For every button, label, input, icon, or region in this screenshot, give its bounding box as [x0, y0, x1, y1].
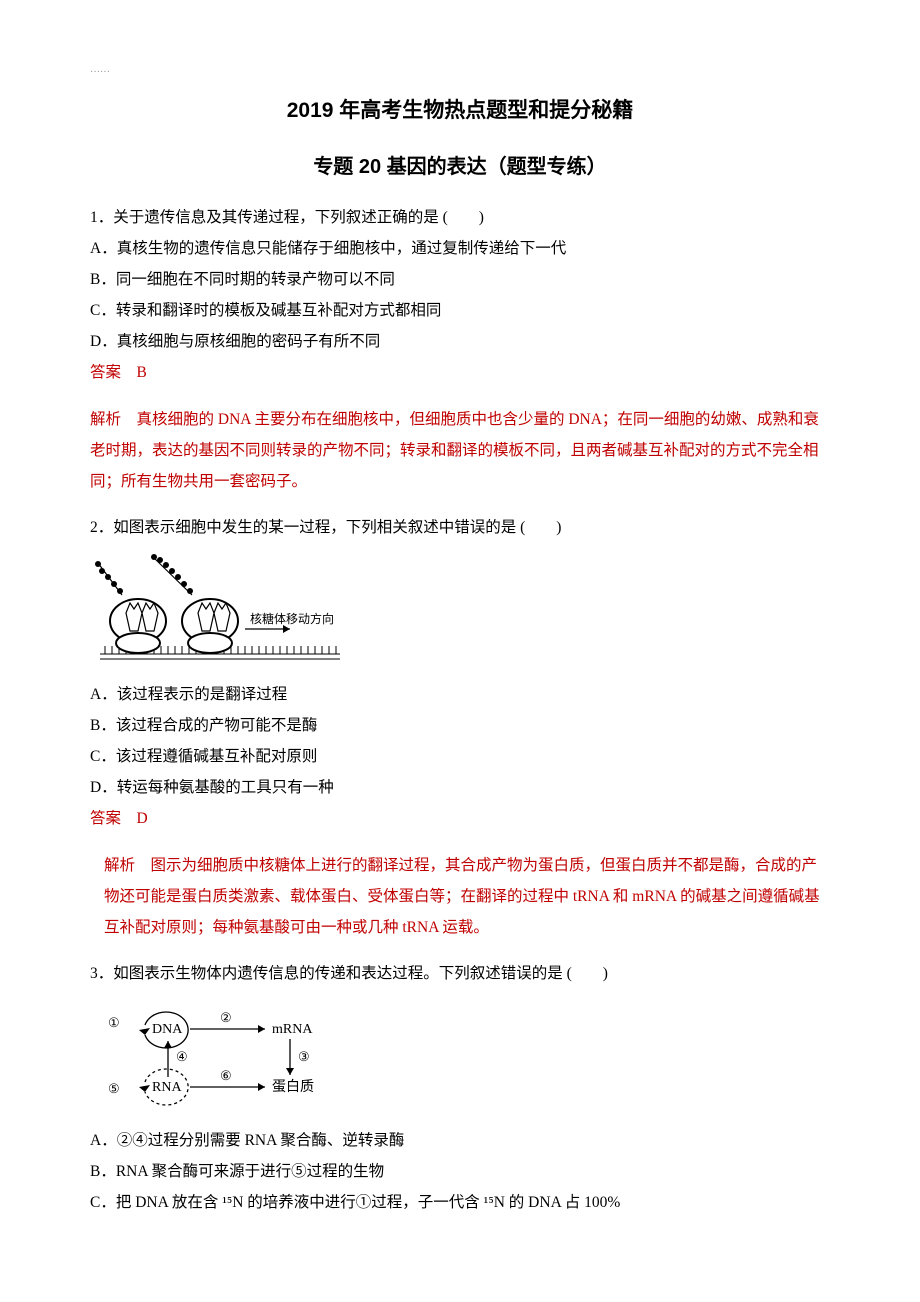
q3-label-1: ① [108, 1015, 120, 1030]
q3-stem: 3．如图表示生物体内遗传信息的传递和表达过程。下列叙述错误的是 ( ) [90, 958, 830, 989]
q1-option-d: D．真核细胞与原核细胞的密码子有所不同 [90, 326, 830, 357]
q1-explain: 解析 真核细胞的 DNA 主要分布在细胞核中，但细胞质中也含少量的 DNA；在同… [90, 404, 830, 497]
q3-label-rna: RNA [152, 1080, 182, 1095]
q3-label-2: ② [220, 1010, 232, 1025]
q3-option-b: B．RNA 聚合酶可来源于进行⑤过程的生物 [90, 1156, 830, 1187]
q3-option-c: C．把 DNA 放在含 ¹⁵N 的培养液中进行①过程，子一代含 ¹⁵N 的 DN… [90, 1187, 830, 1218]
q1-option-c: C．转录和翻译时的模板及碱基互补配对方式都相同 [90, 295, 830, 326]
q2-fig-label: 核糖体移动方向 [250, 611, 334, 626]
q1-stem: 1．关于遗传信息及其传递过程，下列叙述正确的是 ( ) [90, 202, 830, 233]
q2-figure: 核糖体移动方向 [90, 551, 830, 671]
q2-answer: 答案 D [90, 803, 830, 834]
page-header-mark: …… [90, 60, 830, 80]
q2-option-b: B．该过程合成的产物可能不是酶 [90, 710, 830, 741]
q2-option-d: D．转运每种氨基酸的工具只有一种 [90, 772, 830, 803]
q3-label-4: ④ [176, 1049, 188, 1064]
q2-option-a: A．该过程表示的是翻译过程 [90, 679, 830, 710]
title-sub: 专题 20 基因的表达（题型专练） [90, 147, 830, 187]
q3-label-mrna: mRNA [272, 1022, 313, 1037]
title-main: 2019 年高考生物热点题型和提分秘籍 [90, 90, 830, 132]
q3-label-5: ⑤ [108, 1081, 120, 1096]
q1-option-a: A．真核生物的遗传信息只能储存于细胞核中，通过复制传递给下一代 [90, 233, 830, 264]
q3-figure: ① DNA ② mRNA ④ ③ ⑤ RNA ⑥ 蛋白质 [90, 997, 830, 1117]
q2-stem: 2．如图表示细胞中发生的某一过程，下列相关叙述中错误的是 ( ) [90, 512, 830, 543]
q3-label-6: ⑥ [220, 1068, 232, 1083]
q3-label-dna: DNA [152, 1022, 183, 1037]
q3-option-a: A．②④过程分别需要 RNA 聚合酶、逆转录酶 [90, 1125, 830, 1156]
q1-answer: 答案 B [90, 357, 830, 388]
q3-label-protein: 蛋白质 [272, 1079, 314, 1095]
q3-label-3: ③ [298, 1049, 310, 1064]
q2-option-c: C．该过程遵循碱基互补配对原则 [90, 741, 830, 772]
q2-explain: 解析 图示为细胞质中核糖体上进行的翻译过程，其合成产物为蛋白质，但蛋白质并不都是… [90, 850, 830, 943]
q1-option-b: B．同一细胞在不同时期的转录产物可以不同 [90, 264, 830, 295]
